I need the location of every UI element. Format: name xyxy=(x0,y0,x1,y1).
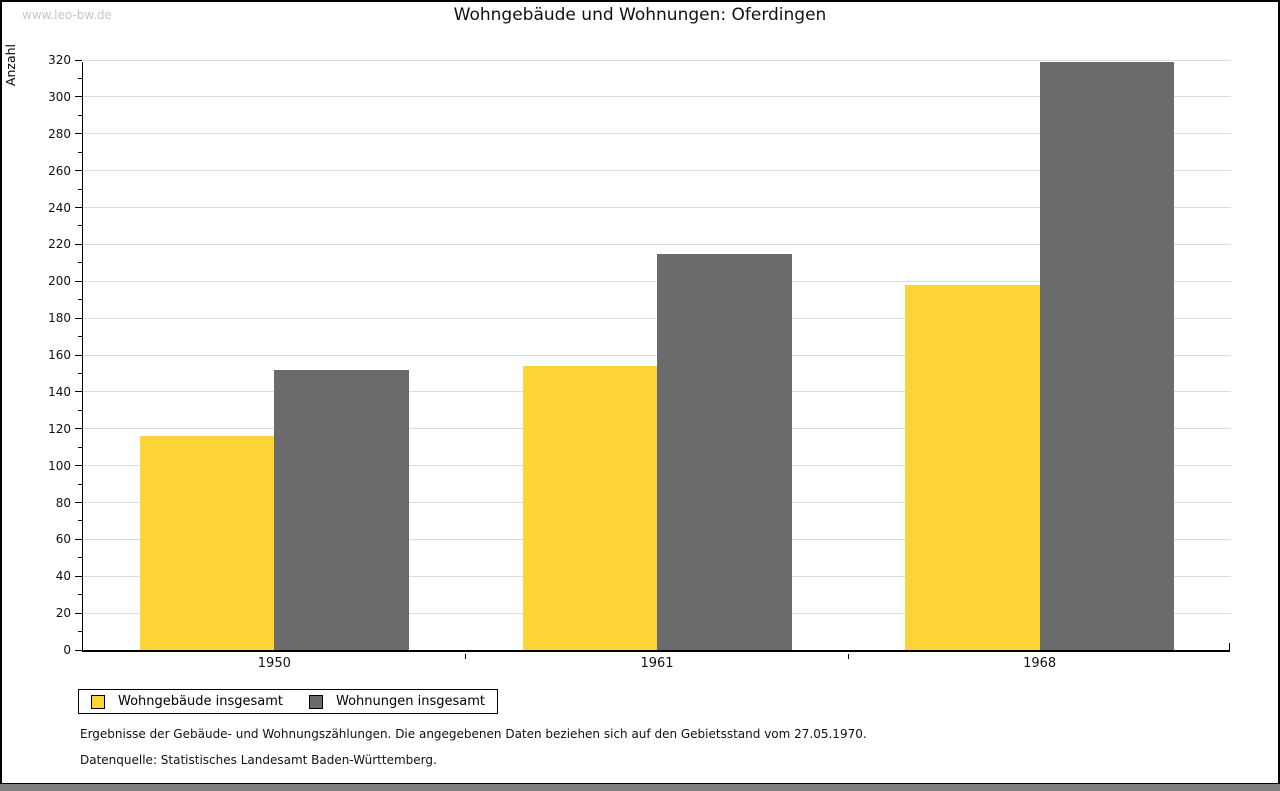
legend-label-wohnungen: Wohnungen insgesamt xyxy=(336,694,485,709)
legend-swatch-gray xyxy=(309,694,323,709)
y-axis-label-200: 200 xyxy=(48,274,71,289)
x-axis-label-1968: 1968 xyxy=(1023,656,1057,671)
y-major-tick-80 xyxy=(75,502,82,503)
y-minor-tick-270 xyxy=(78,151,82,153)
y-minor-tick-250 xyxy=(78,188,82,190)
x-axis-label-1950: 1950 xyxy=(257,656,291,671)
y-axis-label-60: 60 xyxy=(55,532,71,547)
y-major-tick-200 xyxy=(75,280,82,282)
y-major-tick-260 xyxy=(75,170,82,172)
bar-1961-wohnungen xyxy=(657,253,792,650)
legend-label-wohngebaeude: Wohngebäude insgesamt xyxy=(118,694,283,709)
y-axis-label-120: 120 xyxy=(48,421,71,436)
x-axis-label-1961: 1961 xyxy=(640,656,674,671)
y-minor-tick-70 xyxy=(78,520,82,522)
y-minor-tick-150 xyxy=(78,372,82,374)
y-major-tick-280 xyxy=(75,133,82,135)
gridline-220 xyxy=(83,243,1231,245)
x-tick-2 xyxy=(847,654,849,659)
y-minor-tick-10 xyxy=(78,631,82,633)
y-minor-tick-210 xyxy=(78,262,82,264)
y-major-tick-240 xyxy=(75,207,82,208)
y-axis-label-280: 280 xyxy=(48,126,71,141)
y-minor-tick-170 xyxy=(78,336,82,338)
y-minor-tick-230 xyxy=(78,225,82,227)
y-minor-tick-50 xyxy=(78,557,82,559)
footnote-datenquelle: Datenquelle: Statistisches Landesamt Bad… xyxy=(80,753,437,767)
y-minor-tick-90 xyxy=(78,483,82,485)
y-major-tick-140 xyxy=(75,391,82,393)
y-axis-label-140: 140 xyxy=(48,384,71,399)
y-major-tick-180 xyxy=(75,317,82,319)
y-minor-tick-130 xyxy=(78,409,82,411)
y-major-tick-20 xyxy=(75,612,82,614)
y-major-tick-120 xyxy=(75,428,82,430)
y-axis-label-260: 260 xyxy=(48,163,71,178)
y-major-tick-60 xyxy=(75,538,82,540)
legend: Wohngebäude insgesamt Wohnungen insgesam… xyxy=(78,689,498,714)
y-minor-tick-110 xyxy=(78,446,82,448)
y-axis-title: Anzahl xyxy=(3,44,18,87)
y-minor-tick-190 xyxy=(78,299,82,301)
x-axis-endcap xyxy=(1229,643,1230,650)
legend-item-wohnungen: Wohnungen insgesamt xyxy=(309,694,485,709)
legend-swatch-yellow xyxy=(91,694,105,709)
y-minor-tick-310 xyxy=(78,77,82,79)
chart-title: Wohngebäude und Wohnungen: Oferdingen xyxy=(453,5,827,25)
bar-1968-wohngebaeude xyxy=(905,284,1040,650)
y-axis-label-320: 320 xyxy=(48,53,71,67)
legend-item-wohngebaeude: Wohngebäude insgesamt xyxy=(91,694,283,709)
bar-1961-wohngebaeude xyxy=(522,366,657,650)
y-major-tick-320 xyxy=(75,59,82,61)
y-axis-label-220: 220 xyxy=(48,237,71,252)
y-axis-label-100: 100 xyxy=(48,458,71,473)
bottom-scroll-strip[interactable] xyxy=(0,784,1280,791)
y-axis-label-160: 160 xyxy=(48,348,71,362)
gridline-260 xyxy=(83,170,1231,172)
y-minor-tick-290 xyxy=(78,114,82,116)
y-major-tick-300 xyxy=(75,96,82,98)
y-minor-tick-30 xyxy=(78,594,82,596)
x-tick-1 xyxy=(465,654,467,659)
y-major-tick-100 xyxy=(75,465,82,467)
footnote-gebietsstand: Ergebnisse der Gebäude- und Wohnungszähl… xyxy=(80,727,867,741)
bar-1968-wohnungen xyxy=(1039,61,1175,650)
y-major-tick-220 xyxy=(75,243,82,245)
y-axis-label-40: 40 xyxy=(55,569,71,584)
y-axis-label-80: 80 xyxy=(55,495,71,510)
gridline-320 xyxy=(83,59,1231,61)
plot-area: 0 20 40 60 80 100 120 140 160 180 200 220 240 260 280 3… xyxy=(48,53,1231,671)
y-axis-label-180: 180 xyxy=(48,311,71,326)
y-axis-label-20: 20 xyxy=(55,606,71,621)
gridline-280 xyxy=(83,133,1231,135)
y-axis-label-300: 300 xyxy=(48,89,71,104)
y-axis-label-0: 0 xyxy=(63,643,71,657)
gridline-300 xyxy=(83,96,1231,98)
bar-1950-wohngebaeude xyxy=(139,436,275,650)
bar-1950-wohnungen xyxy=(274,369,409,650)
y-major-tick-0 xyxy=(75,649,82,651)
y-major-tick-40 xyxy=(75,575,82,577)
y-major-tick-160 xyxy=(75,354,82,356)
gridline-240 xyxy=(83,207,1231,208)
watermark-url: www.leo-bw.de xyxy=(22,8,112,22)
y-axis-label-240: 240 xyxy=(48,200,71,215)
